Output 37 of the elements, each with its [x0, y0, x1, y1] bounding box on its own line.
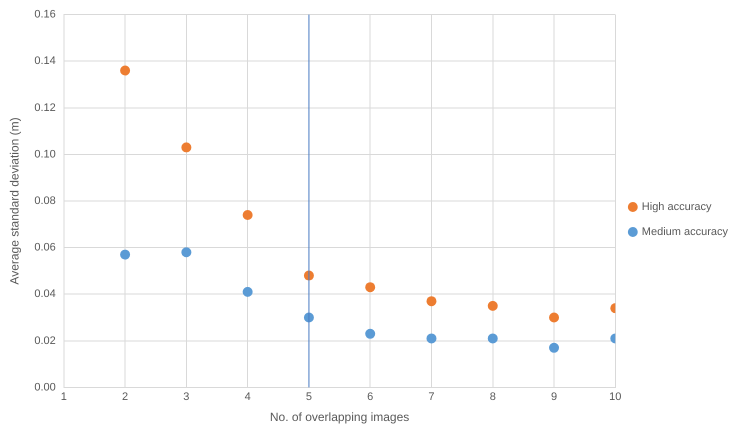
point	[488, 300, 498, 311]
y-tick-label: 0.14	[34, 55, 56, 68]
point	[549, 312, 560, 322]
point	[426, 296, 436, 306]
x-tick-label: 4	[244, 391, 251, 404]
point	[242, 286, 253, 297]
x-tick-label: 5	[306, 391, 312, 404]
x-tick-label: 9	[550, 391, 558, 404]
point	[242, 210, 253, 220]
y-tick-label: 0.08	[34, 195, 56, 208]
y-tick-label: 0.06	[34, 242, 56, 254]
point	[365, 328, 376, 339]
point	[120, 250, 130, 260]
point	[181, 247, 192, 258]
x-axis-title: No. of overlapping images	[270, 410, 410, 424]
legend-label: High accuracy	[642, 201, 712, 214]
y-tick-label: 0.04	[34, 288, 56, 300]
y-tick-label: 0.12	[34, 102, 56, 114]
point	[365, 282, 376, 292]
x-tick-label: 8	[490, 391, 496, 404]
x-tick-label: 3	[183, 391, 190, 404]
y-tick-label: 0.02	[34, 334, 56, 347]
x-tick-label: 6	[367, 391, 374, 404]
y-tick-label: 0.10	[34, 148, 56, 160]
point	[426, 333, 436, 344]
point	[549, 342, 560, 353]
point	[181, 142, 192, 152]
y-tick-label: 0.00	[34, 381, 56, 394]
legend-label: Medium accuracy	[642, 226, 728, 238]
y-axis-title: Average standard deviation (m)	[8, 117, 22, 285]
point	[120, 66, 130, 76]
y-tick-label: 0.16	[34, 8, 56, 21]
point	[488, 333, 498, 344]
x-tick-label: 1	[60, 391, 67, 404]
x-tick-label: 2	[122, 391, 128, 404]
x-tick-label: 7	[428, 391, 435, 404]
x-tick-label: 10	[609, 391, 622, 404]
